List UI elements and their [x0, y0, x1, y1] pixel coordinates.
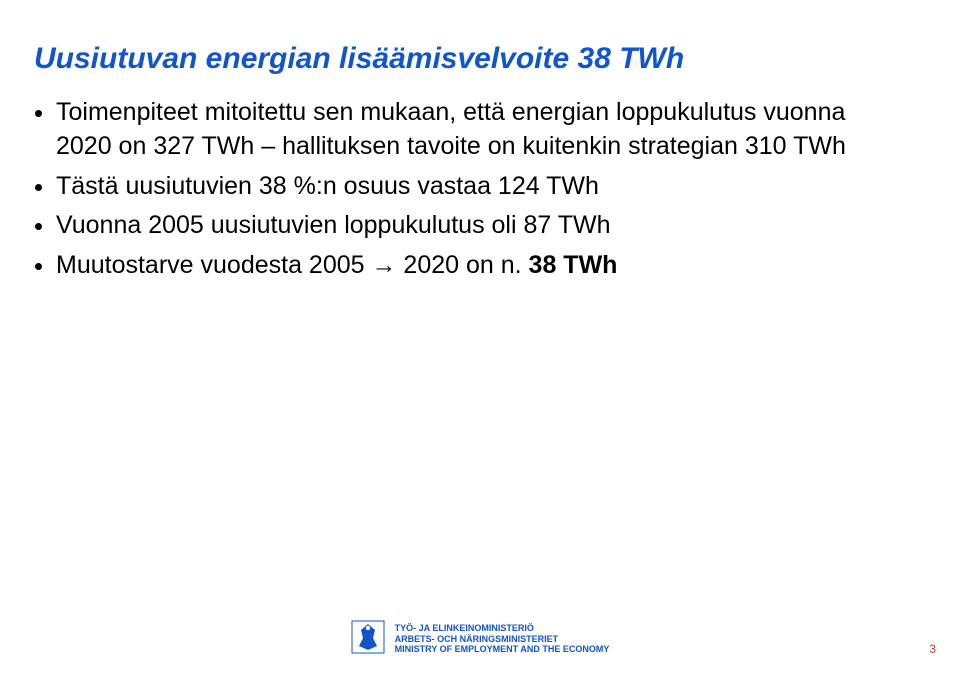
bullet-item: Muutostarve vuodesta 2005 → 2020 on n. 3…	[56, 249, 900, 283]
ministry-line-en: MINISTRY OF EMPLOYMENT AND THE ECONOMY	[395, 644, 610, 655]
footer: TYÖ- JA ELINKEINOMINISTERIÖ ARBETS- OCH …	[0, 604, 960, 674]
page-number: 3	[929, 642, 936, 656]
bullet-text: 2020 on n.	[396, 251, 528, 279]
bullet-bold: 38 TWh	[529, 251, 618, 279]
bullet-item: Tästä uusiutuvien 38 %:n osuus vastaa 12…	[56, 170, 900, 204]
bullet-item: Vuonna 2005 uusiutuvien loppukulutus oli…	[56, 209, 900, 243]
ministry-line-fi: TYÖ- JA ELINKEINOMINISTERIÖ	[395, 623, 610, 634]
bullet-item: Toimenpiteet mitoitettu sen mukaan, että…	[56, 96, 900, 164]
arrow-icon: →	[371, 251, 396, 279]
ministry-logo: TYÖ- JA ELINKEINOMINISTERIÖ ARBETS- OCH …	[351, 620, 610, 659]
bullet-list: Toimenpiteet mitoitettu sen mukaan, että…	[34, 96, 900, 289]
bullet-text: Muutostarve vuodesta 2005	[56, 251, 371, 279]
ministry-name: TYÖ- JA ELINKEINOMINISTERIÖ ARBETS- OCH …	[395, 623, 610, 655]
lion-icon	[351, 620, 385, 659]
slide-title: Uusiutuvan energian lisäämisvelvoite 38 …	[34, 42, 684, 76]
ministry-line-sv: ARBETS- OCH NÄRINGSMINISTERIET	[395, 634, 610, 645]
